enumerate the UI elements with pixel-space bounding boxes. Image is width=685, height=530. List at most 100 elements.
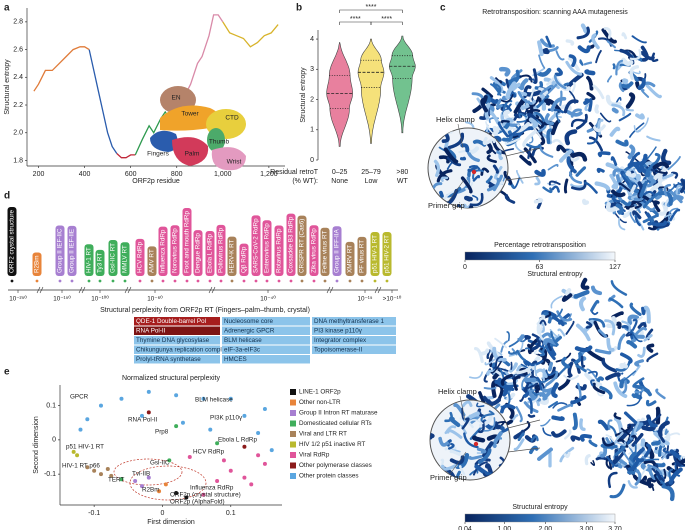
structure-ribbon [651,483,655,491]
structure-ribbon [611,107,619,114]
point [139,413,144,418]
structure-ribbon [597,329,608,338]
structure-ribbon [526,143,541,149]
structure-ribbon [534,364,538,377]
callout-line [459,395,466,421]
axis-break [124,286,132,294]
structure-ribbon [606,337,615,352]
structure-ribbon [500,119,510,124]
structure-ribbon [647,464,663,476]
domain-label: Tower [181,111,199,118]
structure-ribbon [531,337,541,351]
structure-ribbon [502,130,513,142]
legend-label: Topoisomerase-II [314,347,363,354]
structure-ribbon [515,170,524,184]
item-dot [312,279,316,283]
structure-ribbon [476,447,487,454]
structure-ribbon [514,142,525,154]
structure-ribbon [631,35,647,44]
structure-ribbon [568,54,577,67]
structure-ribbon [518,334,526,342]
item-label: HERV-K RT [229,239,236,273]
structure-ribbon [586,129,599,145]
structure-ribbon [536,94,550,109]
structure-ribbon [471,435,486,443]
structure-ribbon [607,419,613,430]
structure-ribbon [516,364,528,372]
structure-ribbon [483,386,497,390]
structure-ribbon [570,395,587,405]
structure-ribbon [524,335,531,340]
structure-ribbon [527,383,536,392]
structure-ribbon [535,368,548,378]
structure-ribbon [614,445,626,457]
legend-label: BLM helicase [224,337,262,344]
structure-ribbon [626,392,642,407]
structure-ribbon [525,96,540,110]
structure-ribbon [631,318,638,331]
structure-ribbon [559,149,573,163]
item-label: Ebola L RdRp [207,234,214,273]
structure-ribbon [528,77,533,81]
structure-ribbon [591,33,600,50]
item-dot [230,279,234,283]
structure-ribbon [584,454,591,466]
point [228,396,233,401]
x-tick-note: Low [365,178,379,185]
structure-ribbon [472,194,479,201]
axis-break [326,286,334,294]
structure-ribbon [460,143,470,153]
annotation: Prp8 [155,429,169,436]
structure-ribbon [622,450,634,465]
structure-ribbon [580,355,586,368]
structure-ribbon [615,321,622,329]
item-pill [262,220,272,276]
point [174,424,179,429]
structure-ribbon [628,444,642,450]
point [208,427,213,432]
item-label: Foot and mouth RdRp [184,211,191,273]
structure-ribbon [507,125,522,138]
structure-ribbon [631,432,644,447]
structure-ribbon [561,293,573,302]
structure-ribbon [601,437,615,447]
item-dot [242,279,246,283]
structure-ribbon [606,75,613,83]
callout: Helix clamp [436,115,475,124]
structure-ribbon [618,425,633,442]
colorbar [464,513,616,523]
colorbar-label: Percentage retrotransposition [494,242,586,249]
legend-label: HMCES [224,356,247,363]
structure-ribbon [622,173,632,188]
item-label: Rotavirus RdRp [276,228,283,273]
structure-ribbon [626,340,638,349]
structure-ribbon [623,411,639,425]
structure-ribbon [657,190,673,206]
item-label: Ty3 RT [97,253,104,273]
item-dot [289,279,293,283]
structure-ribbon [618,459,628,466]
item-pill [120,242,130,276]
item-pill [32,252,42,276]
structure-ribbon [595,49,602,64]
structure-ribbon [629,65,640,80]
structure-ribbon [651,220,668,227]
structure-ribbon [480,97,489,113]
x-tick-label: 0 [161,510,165,517]
structure-ribbon [495,383,504,401]
legend-label: HIV 1/2 p51 inactive RT [299,441,366,448]
structure-ribbon [530,395,540,405]
domain-label: Palm [185,151,200,158]
structure-ribbon [444,425,457,435]
structure-ribbon [564,129,578,146]
item-label: Poliovirus RdRp [218,227,225,273]
structure-ribbon [561,356,570,369]
structure-ribbon [556,144,567,153]
structure-ribbon [513,98,525,114]
structure-ribbon [472,174,481,182]
x-tick-note: WT [397,178,409,185]
structure-ribbon [566,110,583,117]
structure-ribbon [679,458,685,464]
structure-ribbon [586,91,596,101]
structure-ribbon [537,40,544,57]
